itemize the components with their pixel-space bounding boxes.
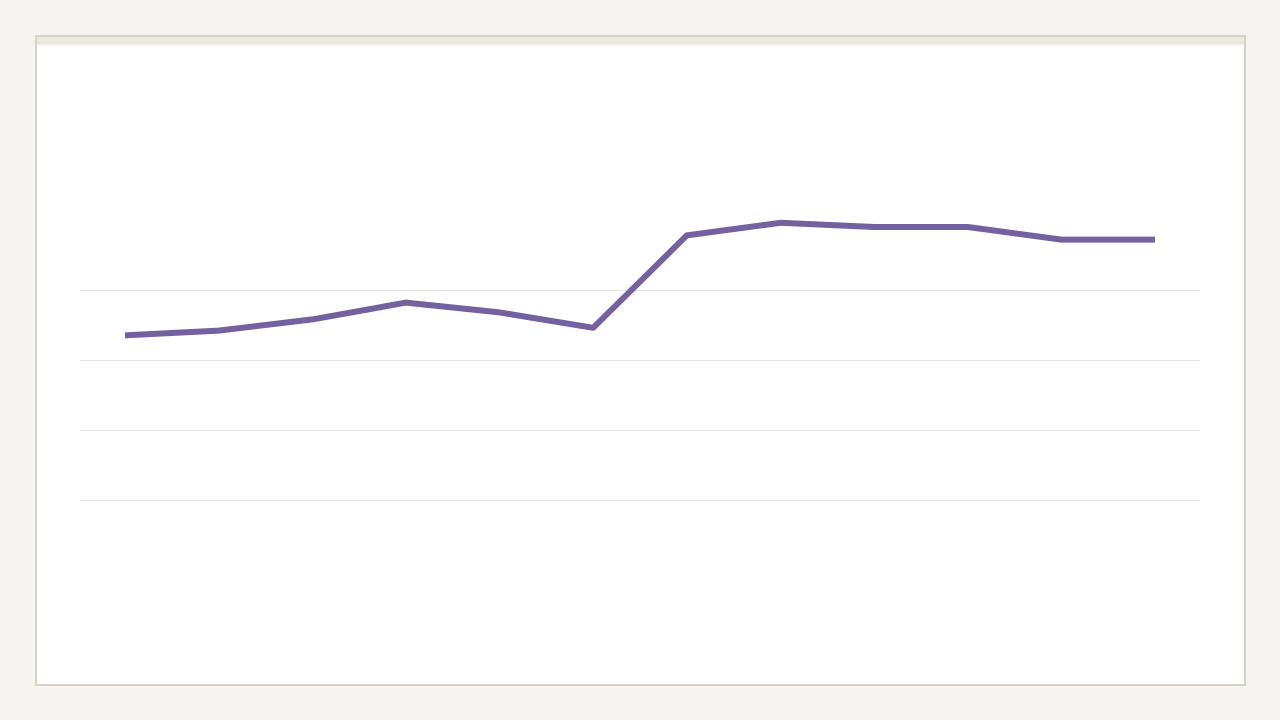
gridlines — [80, 290, 1200, 501]
card-header-bar — [37, 37, 1244, 45]
series-line — [124, 219, 1155, 339]
series-layer — [124, 219, 1155, 339]
